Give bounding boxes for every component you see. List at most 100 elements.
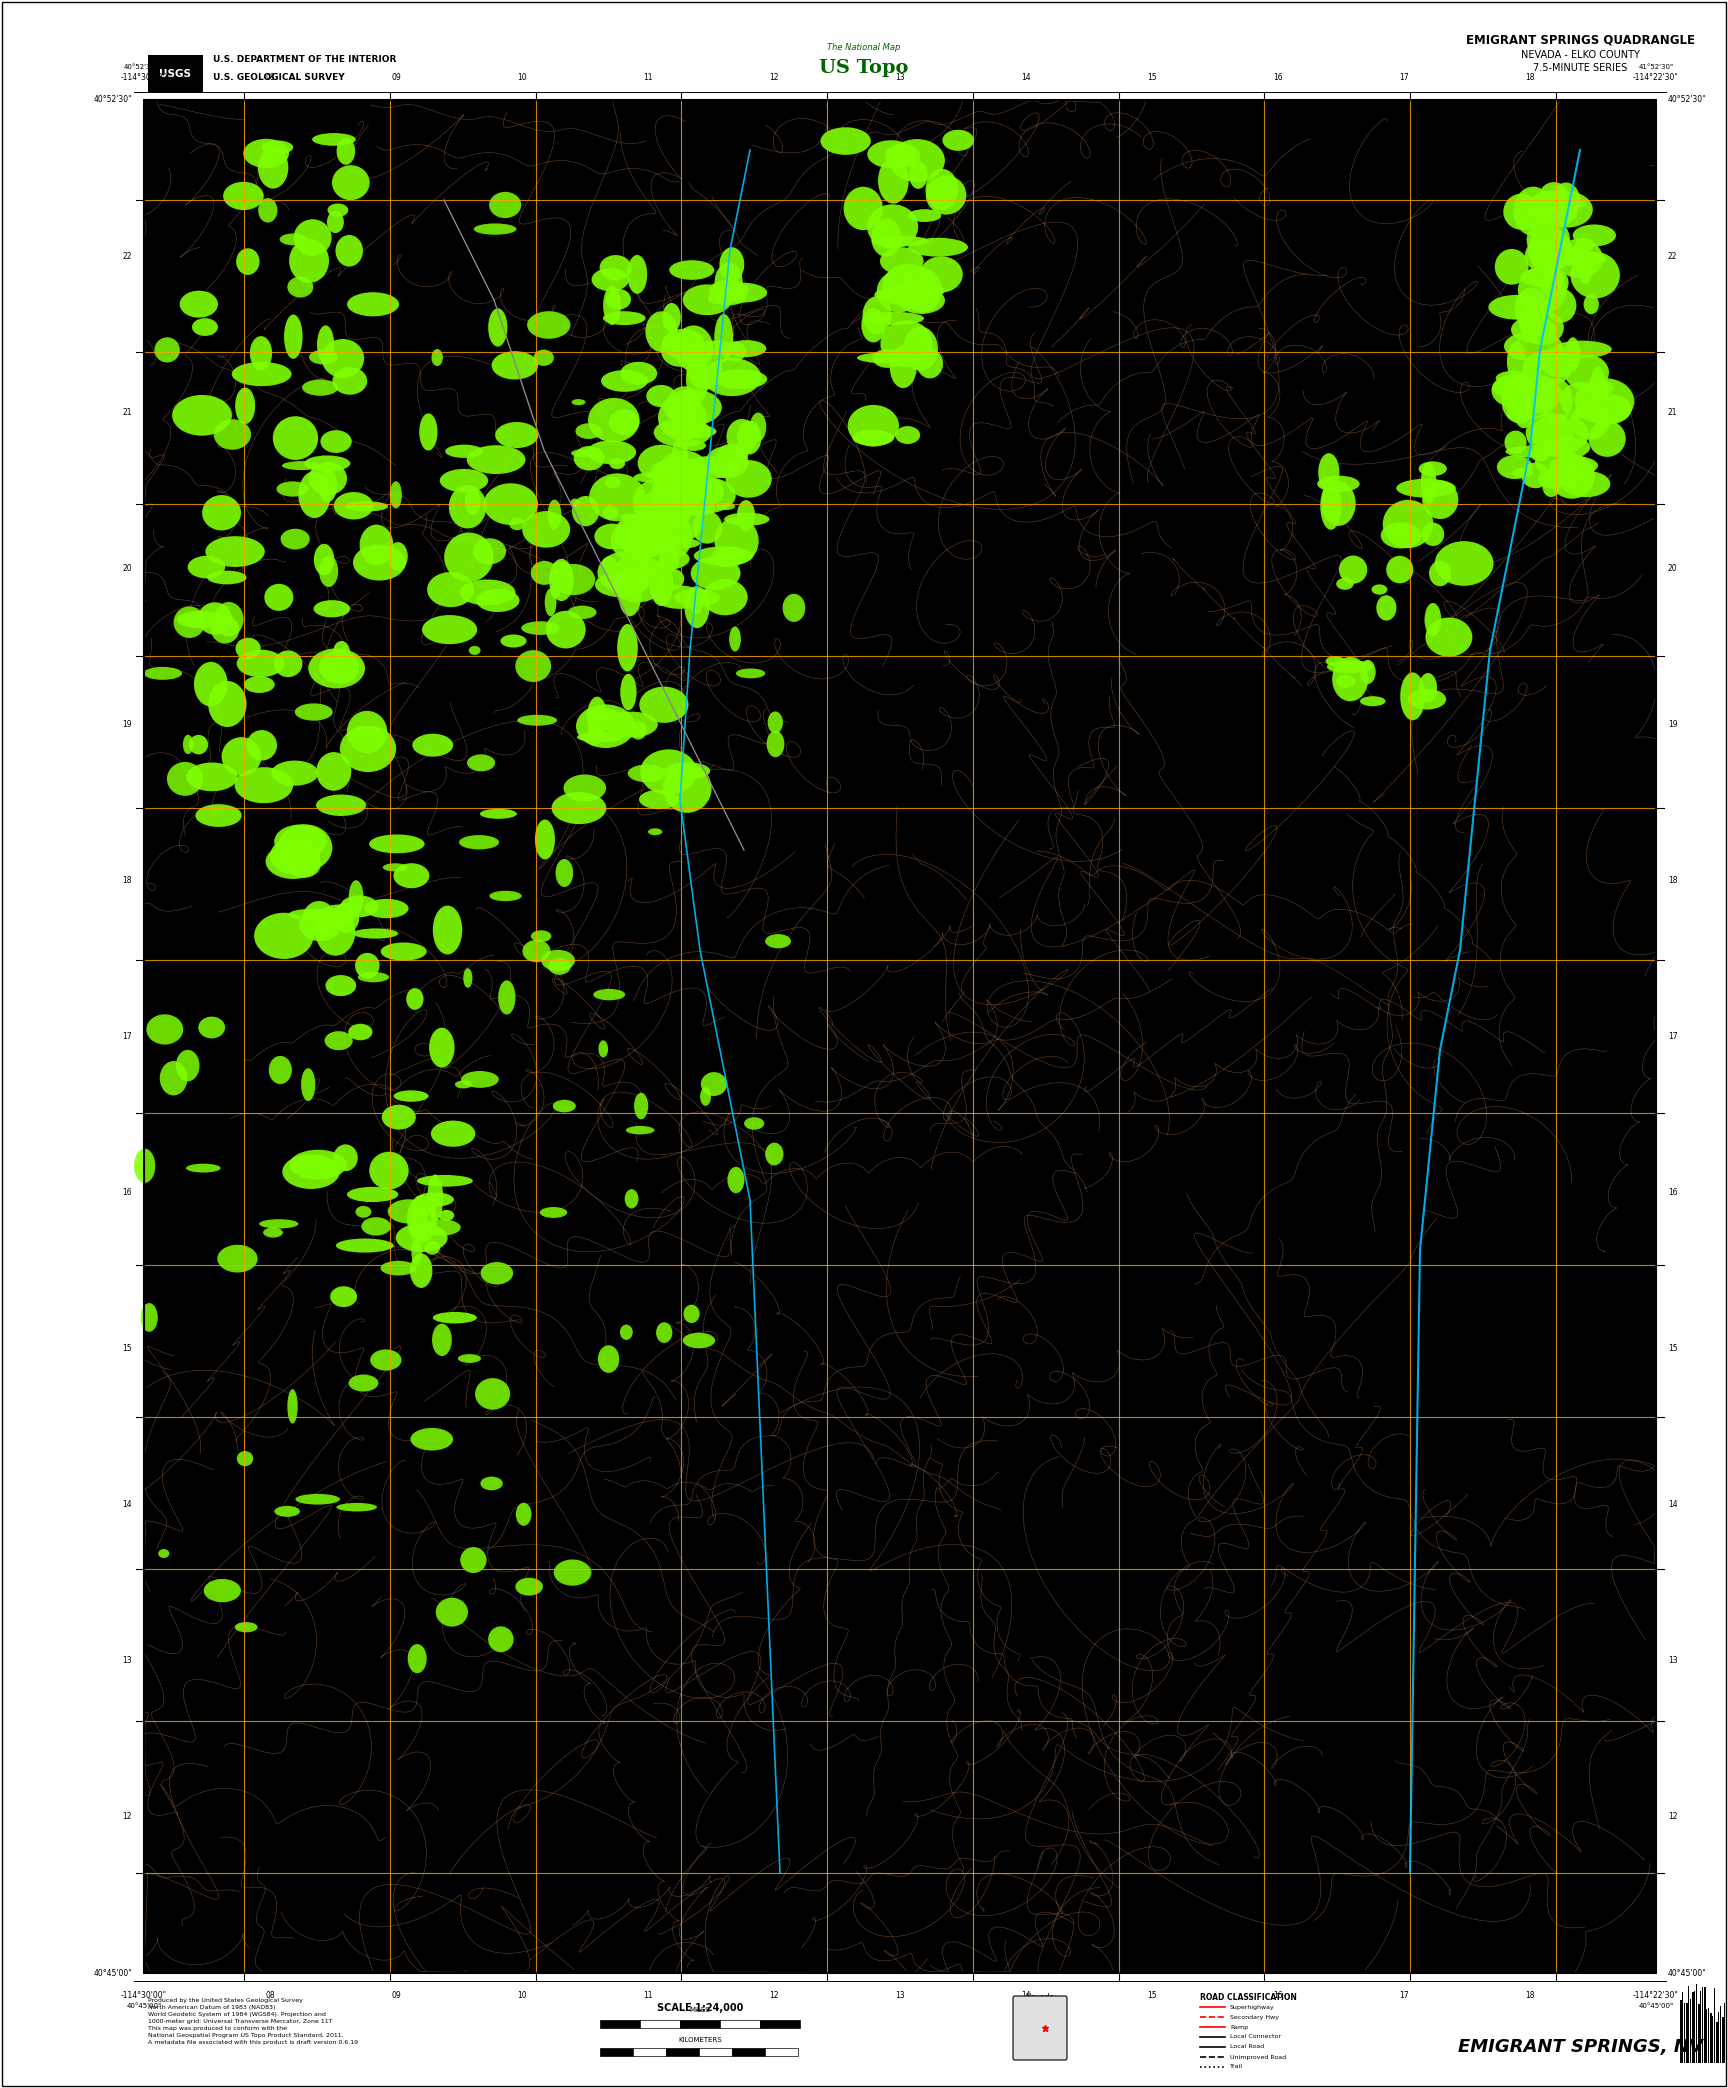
Text: 14: 14 [123,1501,131,1510]
Text: 40°45'00": 40°45'00" [1668,1969,1707,1977]
Ellipse shape [1545,288,1576,324]
Ellipse shape [874,288,907,301]
Ellipse shape [214,420,251,449]
Ellipse shape [280,528,309,549]
Text: 10: 10 [517,73,527,81]
Ellipse shape [631,720,646,739]
Ellipse shape [1332,658,1369,702]
Ellipse shape [1526,217,1571,263]
Ellipse shape [218,1244,257,1272]
Ellipse shape [257,198,278,223]
Ellipse shape [334,641,351,664]
Ellipse shape [510,518,525,530]
Ellipse shape [1522,351,1572,386]
Text: Superhighway: Superhighway [1230,2004,1275,2009]
Ellipse shape [206,537,264,568]
Ellipse shape [435,1597,468,1627]
Text: 13: 13 [1668,1656,1678,1666]
Text: 11: 11 [643,1992,653,2000]
Ellipse shape [468,645,480,656]
Ellipse shape [1493,376,1547,399]
Ellipse shape [852,430,893,447]
Text: -114°30'00": -114°30'00" [121,1992,168,2000]
Ellipse shape [871,236,930,246]
Ellipse shape [340,725,396,773]
Ellipse shape [1503,382,1555,420]
Ellipse shape [861,307,885,342]
Ellipse shape [569,606,596,618]
Ellipse shape [909,161,928,188]
Ellipse shape [304,455,351,472]
Ellipse shape [387,1199,430,1224]
Ellipse shape [489,892,522,902]
Ellipse shape [299,908,340,942]
Text: 16: 16 [123,1188,131,1196]
Ellipse shape [467,754,496,770]
Ellipse shape [553,1560,591,1585]
Text: 18: 18 [1668,877,1678,885]
Ellipse shape [705,447,748,478]
Ellipse shape [871,219,902,257]
Ellipse shape [237,649,285,677]
Ellipse shape [691,557,741,591]
Ellipse shape [574,447,605,470]
Ellipse shape [724,512,769,526]
Ellipse shape [1574,378,1635,424]
Ellipse shape [1534,449,1581,476]
Ellipse shape [660,568,684,589]
Bar [143,100,1655,1973]
Ellipse shape [247,731,276,760]
Ellipse shape [207,570,247,585]
Ellipse shape [335,1238,394,1253]
Ellipse shape [588,697,608,739]
Ellipse shape [544,589,556,616]
Ellipse shape [1424,603,1441,637]
Ellipse shape [684,587,710,628]
Ellipse shape [681,441,707,451]
Ellipse shape [634,472,674,482]
Ellipse shape [1519,315,1541,332]
Ellipse shape [1317,476,1360,493]
Text: 15: 15 [1147,1992,1156,2000]
Ellipse shape [1507,407,1531,422]
Ellipse shape [1528,198,1586,209]
Ellipse shape [703,359,762,397]
Ellipse shape [356,1207,372,1217]
Ellipse shape [717,443,748,466]
Ellipse shape [598,1345,619,1374]
Ellipse shape [1488,294,1545,319]
Ellipse shape [370,1153,410,1190]
Ellipse shape [615,512,669,555]
Ellipse shape [314,543,334,576]
Ellipse shape [767,712,783,733]
Ellipse shape [467,445,525,474]
Ellipse shape [1336,578,1353,589]
Ellipse shape [320,430,353,453]
Ellipse shape [396,1224,448,1253]
Ellipse shape [332,367,368,395]
Ellipse shape [632,507,657,557]
Ellipse shape [299,472,330,518]
Ellipse shape [610,520,655,562]
Ellipse shape [876,271,921,313]
Ellipse shape [536,818,555,860]
Ellipse shape [821,127,871,155]
Ellipse shape [349,1023,373,1040]
Text: 08: 08 [264,73,275,81]
Ellipse shape [575,424,601,438]
Ellipse shape [359,524,394,566]
Ellipse shape [1510,315,1557,342]
Ellipse shape [1521,311,1564,345]
Ellipse shape [515,1579,543,1595]
Ellipse shape [727,340,766,357]
Ellipse shape [1325,656,1344,666]
Ellipse shape [857,353,918,363]
Ellipse shape [1491,374,1533,407]
Ellipse shape [653,480,703,509]
Text: -114°22'30": -114°22'30" [1633,1992,1680,2000]
Ellipse shape [909,238,968,257]
Ellipse shape [1531,447,1550,461]
Ellipse shape [391,480,403,509]
Ellipse shape [1590,365,1607,416]
Ellipse shape [683,284,731,315]
